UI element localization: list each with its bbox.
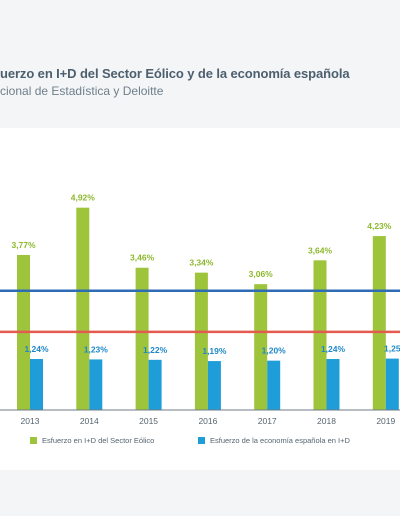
label-economy-2013: 1,24% <box>24 344 49 354</box>
label-economy-2015: 1,22% <box>143 345 168 355</box>
bar-economy-2016 <box>207 361 221 410</box>
x-tick-2013: 2013 <box>21 416 40 426</box>
legend-label-economy: Esfuerzo de la economía española en I+D <box>210 436 350 445</box>
bar-economy-2014 <box>89 359 103 410</box>
label-economy-2016: 1,19% <box>202 346 227 356</box>
label-economy-2014: 1,23% <box>84 344 109 354</box>
bar-wind-2015 <box>135 267 149 410</box>
label-wind-2018: 3,64% <box>308 245 333 255</box>
legend-label-wind: Esfuerzo en I+D del Sector Eólico <box>42 436 155 445</box>
label-wind-2014: 4,92% <box>71 193 96 203</box>
x-tick-2018: 2018 <box>317 416 336 426</box>
legend-swatch-wind <box>30 437 37 444</box>
chart-legend: Esfuerzo en I+D del Sector Eólico Esfuer… <box>0 436 400 448</box>
x-tick-2019: 2019 <box>376 416 395 426</box>
footer-band <box>0 470 400 516</box>
bar-wind-2016 <box>194 272 208 410</box>
x-tick-2014: 2014 <box>80 416 99 426</box>
chart-title: uerzo en I+D del Sector Eólico y de la e… <box>0 66 350 81</box>
label-economy-2018: 1,24% <box>321 344 346 354</box>
legend-item-wind: Esfuerzo en I+D del Sector Eólico <box>30 436 154 445</box>
bar-economy-2017 <box>267 360 281 410</box>
x-tick-2017: 2017 <box>258 416 277 426</box>
x-tick-2015: 2015 <box>139 416 158 426</box>
bar-wind-2017 <box>254 284 268 410</box>
bar-economy-2013 <box>30 359 43 410</box>
header-band <box>0 0 400 128</box>
bar-economy-2019 <box>385 358 399 410</box>
label-wind-2013: 3,77% <box>11 240 36 250</box>
bar-economy-2018 <box>326 359 340 410</box>
label-wind-2019: 4,23% <box>367 221 392 231</box>
bar-wind-2019 <box>372 236 386 410</box>
label-economy-2019: 1,25 <box>384 344 400 354</box>
bar-chart: 3,77% 4,92% 3,46% 3,34% 3,06% 3,64% 4,23% 1,24%… <box>0 193 400 426</box>
x-tick-2016: 2016 <box>198 416 217 426</box>
label-wind-2015: 3,46% <box>130 253 155 263</box>
label-wind-2016: 3,34% <box>189 258 214 268</box>
label-wind-2017: 3,06% <box>249 269 274 279</box>
chart-subtitle: cional de Estadística y Deloitte <box>0 84 164 98</box>
bar-wind-2014 <box>76 207 90 410</box>
bar-wind-2018 <box>313 260 327 410</box>
legend-item-economy: Esfuerzo de la economía española en I+D <box>198 436 350 445</box>
label-economy-2017: 1,20% <box>262 346 287 356</box>
bar-economy-2015 <box>148 359 162 410</box>
legend-swatch-economy <box>198 437 205 444</box>
